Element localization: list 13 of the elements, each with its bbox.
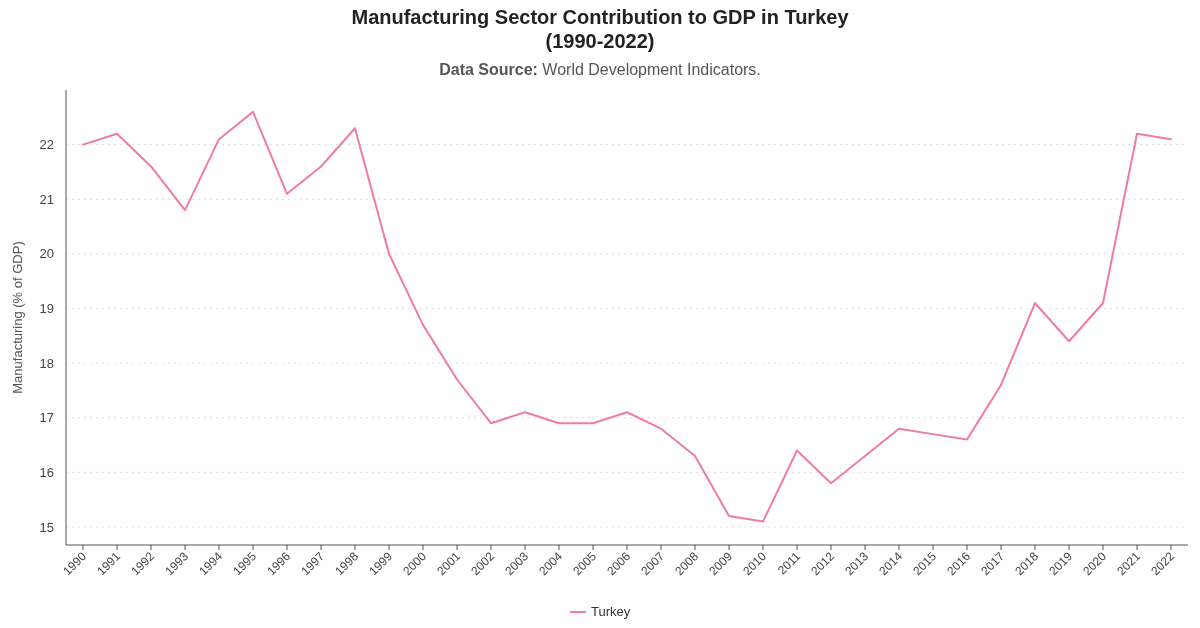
y-tick-label: 22 [39,137,54,153]
legend-label: Turkey [591,604,631,619]
y-tick-label: 17 [39,410,54,426]
line-series [82,110,1172,523]
chart-title: Manufacturing Sector Contribution to GDP in Turkey (1990-2022) [351,6,850,52]
y-axis-title: Manufacturing (% of GDP) [10,241,25,394]
y-tick-label: 21 [39,191,54,207]
y-tick-label: 18 [39,355,54,371]
y-tick-label: 15 [39,519,54,535]
y-tick-label: 16 [39,464,54,480]
y-tick-label: 19 [39,301,54,317]
y-tick-label: 20 [39,246,54,262]
chart-subtitle: Data Source: World Development Indicators. [439,61,761,78]
